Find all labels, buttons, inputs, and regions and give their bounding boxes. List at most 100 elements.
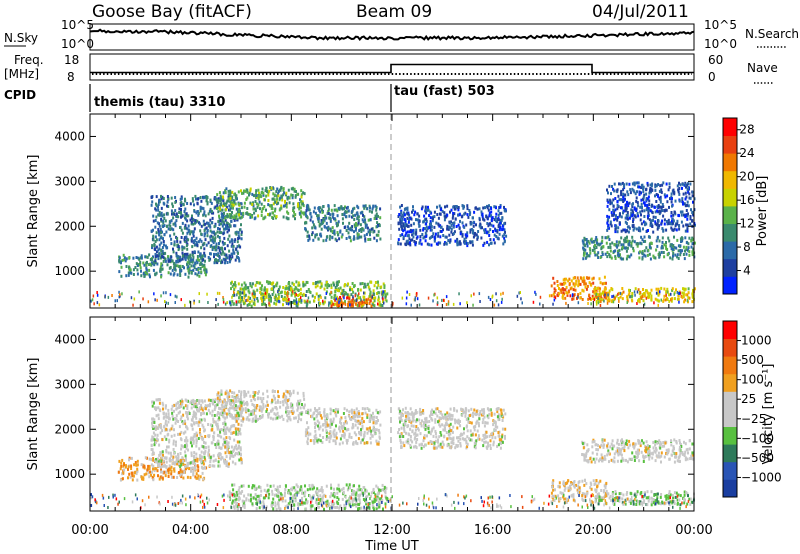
power-echo-cell bbox=[582, 276, 585, 280]
power-echo-cell bbox=[263, 198, 266, 202]
power-echo-cell bbox=[353, 206, 356, 210]
velocity-echo-cell bbox=[227, 398, 230, 402]
power-echo-cell bbox=[637, 228, 640, 232]
power-echo-cell bbox=[229, 197, 232, 201]
power-echo-cell bbox=[692, 200, 694, 204]
velocity-echo-cell bbox=[221, 411, 224, 415]
power-echo-cell bbox=[380, 285, 383, 289]
power-echo-cell bbox=[157, 230, 160, 234]
power-echo-cell bbox=[160, 194, 162, 198]
power-echo-cell bbox=[195, 259, 198, 263]
power-echo-cell bbox=[242, 300, 245, 304]
power-echo-cell bbox=[593, 250, 596, 254]
power-echo-cell bbox=[639, 250, 641, 254]
power-echo-cell bbox=[161, 246, 164, 249]
velocity-echo-cell bbox=[231, 424, 234, 428]
velocity-echo-cell bbox=[152, 425, 155, 428]
velocity-echo-cell bbox=[298, 402, 301, 406]
power-echo-cell bbox=[342, 221, 344, 225]
power-echo-cell bbox=[294, 285, 297, 289]
freq-tick-low: 8 bbox=[67, 70, 75, 84]
velocity-echo-cell bbox=[294, 416, 297, 420]
power-echo-cell bbox=[277, 192, 280, 196]
power-echo-cell bbox=[584, 282, 587, 286]
power-echo-cell bbox=[221, 260, 224, 264]
power-echo-cell bbox=[270, 287, 273, 291]
power-echo-cell bbox=[597, 256, 600, 259]
power-echo-cell bbox=[132, 268, 135, 272]
power-echo-cell bbox=[174, 200, 177, 204]
power-echo-cell bbox=[186, 227, 189, 231]
velocity-echo-cell bbox=[203, 455, 206, 459]
power-echo-cell bbox=[577, 282, 580, 286]
power-echo-cell bbox=[209, 252, 211, 256]
power-echo-cell bbox=[451, 216, 454, 220]
power-echo-cell bbox=[226, 230, 229, 234]
power-echo-cell bbox=[392, 301, 394, 305]
power-echo-cell bbox=[194, 243, 197, 247]
power-echo-cell bbox=[162, 255, 165, 259]
power-echo-cell bbox=[591, 294, 594, 298]
power-echo-cell bbox=[657, 183, 660, 186]
power-echo-cell bbox=[158, 199, 161, 203]
power-echo-cell bbox=[200, 199, 203, 203]
power-echo-cell bbox=[491, 216, 494, 220]
power-echo-cell bbox=[196, 261, 199, 265]
power-echo-cell bbox=[277, 295, 280, 299]
power-echo-cell bbox=[428, 226, 431, 229]
power-echo-cell bbox=[314, 211, 317, 215]
velocity-echo-cell bbox=[171, 462, 174, 465]
power-echo-cell bbox=[326, 235, 329, 239]
velocity-echo-cell bbox=[203, 466, 205, 470]
power-echo-cell bbox=[355, 222, 357, 225]
power-echo-cell bbox=[345, 206, 348, 210]
velocity-echo-cell bbox=[183, 419, 186, 423]
power-echo-cell bbox=[290, 288, 292, 292]
power-echo-cell bbox=[240, 189, 242, 193]
velocity-echo-cell bbox=[198, 431, 201, 435]
power-echo-cell bbox=[353, 223, 356, 227]
power-echo-cell bbox=[653, 205, 656, 209]
power-echo-cell bbox=[191, 253, 194, 257]
velocity-echo-cell bbox=[269, 416, 272, 420]
power-echo-cell bbox=[373, 304, 376, 308]
velocity-echo-cell bbox=[141, 477, 143, 481]
power-echo-cell bbox=[224, 189, 227, 193]
power-echo-cell bbox=[535, 292, 537, 296]
power-echo-cell bbox=[493, 303, 496, 307]
power-echo-cell bbox=[373, 236, 376, 240]
power-echo-cell bbox=[282, 303, 284, 307]
power-echo-cell bbox=[148, 268, 151, 272]
power-echo-cell bbox=[364, 218, 366, 222]
power-echo-cell bbox=[317, 216, 320, 220]
velocity-echo-cell bbox=[272, 417, 275, 421]
velocity-echo-cell bbox=[202, 437, 205, 441]
power-echo-cell bbox=[247, 212, 250, 216]
velocity-echo-cell bbox=[218, 452, 221, 456]
power-echo-cell bbox=[339, 298, 341, 302]
power-echo-cell bbox=[632, 246, 635, 250]
power-echo-cell bbox=[677, 213, 680, 217]
velocity-echo-cell bbox=[180, 415, 183, 419]
velocity-echo-cell bbox=[176, 462, 178, 466]
power-echo-cell bbox=[161, 249, 164, 253]
power-ytick-label: 1000 bbox=[54, 264, 85, 278]
power-echo-cell bbox=[294, 213, 297, 217]
power-echo-cell bbox=[248, 193, 250, 197]
power-echo-cell bbox=[241, 298, 244, 302]
power-echo-cell bbox=[224, 247, 226, 251]
power-echo-cell bbox=[624, 193, 626, 197]
power-echo-cell bbox=[327, 204, 330, 208]
power-echo-cell bbox=[377, 283, 380, 287]
power-echo-cell bbox=[258, 191, 261, 195]
power-echo-cell bbox=[308, 300, 311, 304]
power-echo-cell bbox=[241, 291, 244, 295]
power-echo-cell bbox=[630, 241, 633, 245]
power-echo-cell bbox=[466, 204, 469, 208]
power-echo-cell bbox=[198, 274, 201, 278]
velocity-echo-cell bbox=[259, 397, 262, 401]
power-echo-cell bbox=[607, 296, 610, 300]
power-echo-cell bbox=[351, 288, 354, 291]
power-echo-cell bbox=[492, 224, 495, 228]
power-echo-cell bbox=[504, 209, 507, 213]
